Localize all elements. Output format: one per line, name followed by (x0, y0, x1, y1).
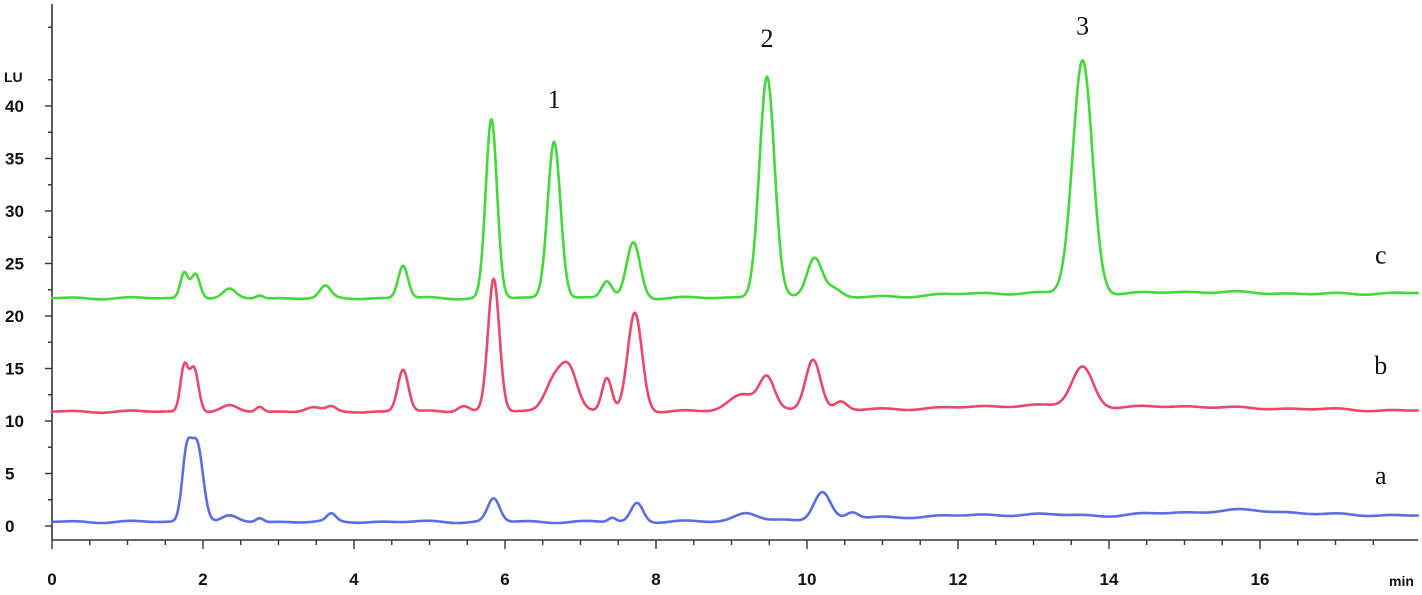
x-tick-label: 6 (500, 570, 509, 589)
x-tick-label: 2 (198, 570, 207, 589)
x-axis-ticks: 0 2 4 6 8 10 12 14 16 (47, 540, 1374, 589)
peak-label-1: 1 (548, 85, 561, 114)
y-tick-label: 10 (5, 412, 24, 431)
y-tick-label: 40 (5, 97, 24, 116)
y-tick-label: 25 (5, 255, 24, 274)
trace-label-b: b (1374, 351, 1387, 380)
trace-label-a: a (1375, 461, 1387, 490)
y-axis-ticks: 0 5 10 15 20 25 30 35 40 (5, 26, 52, 536)
x-tick-label: 14 (1100, 570, 1119, 589)
y-axis-unit-label: LU (4, 69, 23, 85)
x-axis-unit-label: min (1389, 573, 1414, 589)
y-tick-label: 20 (5, 307, 24, 326)
y-tick-label: 0 (5, 517, 14, 536)
x-tick-label: 8 (651, 570, 660, 589)
y-tick-label: 30 (5, 202, 24, 221)
x-tick-label: 4 (349, 570, 359, 589)
y-tick-label: 35 (5, 150, 24, 169)
traces (50, 58, 1420, 525)
y-tick-label: 5 (5, 465, 14, 484)
x-tick-label: 0 (47, 570, 56, 589)
trace-labels: a b c (1374, 241, 1387, 491)
trace-label-c: c (1375, 241, 1387, 270)
trace-b (50, 277, 1420, 415)
x-tick-label: 16 (1251, 570, 1270, 589)
trace-a (50, 436, 1420, 525)
peak-label-3: 3 (1076, 12, 1089, 41)
peak-annotations: 1 2 3 (548, 12, 1089, 115)
y-tick-label: 15 (5, 360, 24, 379)
x-tick-label: 12 (949, 570, 968, 589)
x-tick-label: 10 (798, 570, 817, 589)
peak-label-2: 2 (760, 24, 773, 53)
trace-c (50, 58, 1420, 301)
